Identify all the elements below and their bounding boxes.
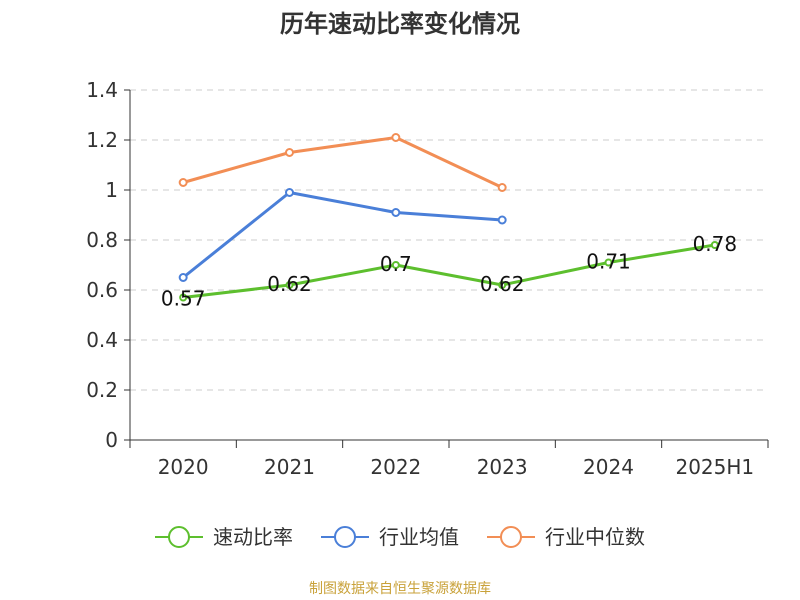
series-layer xyxy=(178,133,719,302)
data-label-layer: 0.57 0.62 0.7 0.62 0.71 0.78 xyxy=(161,232,737,311)
y-tick-label: 1.4 xyxy=(86,78,118,102)
series-line-0 xyxy=(182,243,716,299)
y-tick-label: 0.4 xyxy=(86,328,118,352)
data-point xyxy=(391,133,401,142)
data-point xyxy=(178,273,188,282)
legend-label: 行业中位数 xyxy=(545,525,645,549)
data-label: 0.71 xyxy=(586,250,631,274)
x-tick-label: 2024 xyxy=(583,455,634,479)
x-tick-label: 2021 xyxy=(264,455,315,479)
grid-layer xyxy=(130,89,768,391)
y-tick-label: 1.2 xyxy=(86,128,118,152)
data-label: 0.57 xyxy=(161,287,206,311)
data-point xyxy=(498,281,507,289)
legend-swatch-marker xyxy=(500,526,522,548)
legend-item: 行业均值 xyxy=(321,525,459,549)
data-point xyxy=(391,261,400,269)
legend: 速动比率 行业均值 行业中位数 xyxy=(155,525,645,549)
x-tick-label: 2020 xyxy=(158,455,209,479)
data-point xyxy=(604,258,613,267)
legend-label: 速动比率 xyxy=(213,525,293,549)
legend-swatch-marker xyxy=(168,526,190,548)
data-point xyxy=(497,183,507,192)
data-point xyxy=(391,208,401,217)
source-note: 制图数据来自恒生聚源数据库 xyxy=(309,581,491,597)
y-tick-label: 0.2 xyxy=(86,378,118,402)
y-tick-label: 0.6 xyxy=(86,278,118,302)
data-label: 0.78 xyxy=(693,232,738,256)
x-tick-label: 2025H1 xyxy=(675,455,754,479)
chart-title: 历年速动比率变化情况 xyxy=(280,10,520,38)
legend-item: 速动比率 xyxy=(155,525,293,549)
series-line-1 xyxy=(182,191,503,279)
legend-label: 行业均值 xyxy=(379,525,459,549)
legend-swatch-marker xyxy=(334,526,356,548)
axis-layer: 0 0.2 0.4 0.6 0.8 1 1.2 1.4 2020 2021 2022 2023 2024… xyxy=(86,78,769,479)
data-point xyxy=(285,188,294,197)
series-line-2 xyxy=(182,136,503,189)
data-point xyxy=(285,148,294,157)
data-label: 0.7 xyxy=(380,252,412,276)
data-point xyxy=(285,281,294,289)
data-point xyxy=(710,241,719,249)
y-tick-label: 0.8 xyxy=(86,228,118,252)
data-point xyxy=(178,178,188,187)
data-label: 0.62 xyxy=(480,272,525,296)
y-tick-label: 0 xyxy=(105,428,118,452)
data-point xyxy=(497,215,507,225)
y-tick-label: 1 xyxy=(105,178,118,202)
data-point xyxy=(179,293,188,302)
x-tick-label: 2023 xyxy=(477,455,528,479)
x-tick-label: 2022 xyxy=(370,455,421,479)
data-label: 0.62 xyxy=(267,272,312,296)
legend-item: 行业中位数 xyxy=(487,525,645,549)
